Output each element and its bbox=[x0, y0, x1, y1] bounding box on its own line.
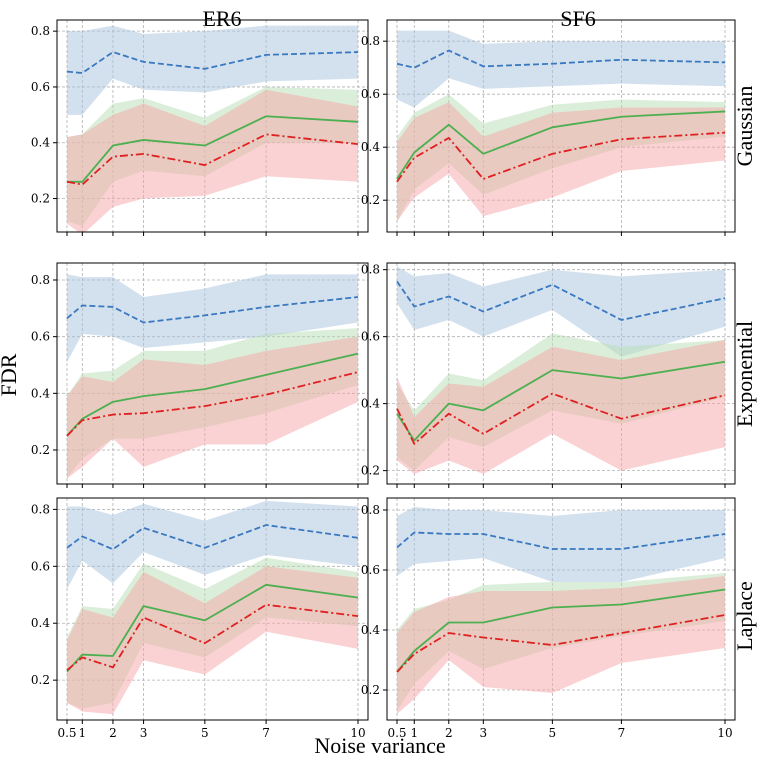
y-tick-label: 0.4 bbox=[31, 136, 50, 150]
line-blue bbox=[396, 49, 726, 69]
x-tick-label: 5 bbox=[201, 726, 209, 740]
y-tick-label: 0.2 bbox=[361, 193, 380, 207]
y-tick-label: 0.4 bbox=[361, 623, 380, 637]
band-blue bbox=[67, 274, 358, 363]
plot-area-er6-gaussian bbox=[66, 25, 359, 232]
panels: 0.20.40.60.80.20.40.60.80.20.40.60.80.20… bbox=[31, 19, 736, 740]
plot-area-er6-exponential bbox=[66, 274, 359, 479]
y-tick-label: 0.8 bbox=[31, 273, 50, 287]
band-blue bbox=[67, 25, 358, 115]
y-tick-label: 0.6 bbox=[361, 330, 380, 344]
y-tick-label: 0.8 bbox=[31, 502, 50, 516]
band-blue bbox=[397, 30, 725, 108]
y-tick-label: 0.6 bbox=[361, 87, 380, 101]
x-tick-label: 5 bbox=[549, 726, 557, 740]
line-red bbox=[396, 392, 726, 445]
row-title-laplace: Laplace bbox=[732, 581, 757, 651]
line-green bbox=[66, 352, 359, 437]
x-tick-label: 7 bbox=[262, 726, 270, 740]
y-tick-label: 0.4 bbox=[361, 140, 380, 154]
band-red bbox=[67, 89, 358, 232]
band-red bbox=[67, 336, 358, 479]
y-axis-label: FDR bbox=[0, 353, 21, 396]
y-tick-label: 0.4 bbox=[361, 397, 380, 411]
line-red bbox=[396, 131, 726, 183]
line-red bbox=[66, 133, 359, 186]
row-title-gaussian: Gaussian bbox=[732, 86, 757, 167]
panel-sf6-laplace: 0.2 0.4 0.6 0.8 0.5 1 2 3 5 7 10 bbox=[361, 497, 736, 740]
x-tick-label: 2 bbox=[445, 726, 453, 740]
y-tick-label: 0.6 bbox=[31, 559, 50, 573]
x-axis-label: Noise variance bbox=[314, 733, 445, 758]
axes-frame bbox=[56, 497, 369, 721]
axes-frame bbox=[386, 19, 736, 233]
y-tick-label: 0.2 bbox=[31, 192, 50, 206]
y-tick-label: 0.4 bbox=[31, 616, 50, 630]
x-tick-label: 2 bbox=[109, 726, 117, 740]
line-green bbox=[66, 583, 359, 673]
band-blue bbox=[397, 507, 725, 582]
x-tick-label: 0.5 bbox=[57, 726, 76, 740]
plot-area-er6-laplace bbox=[66, 500, 359, 715]
axes-frame bbox=[386, 262, 736, 485]
line-blue bbox=[396, 280, 726, 321]
axes-frame bbox=[386, 497, 736, 721]
x-tick-label: 7 bbox=[618, 726, 626, 740]
y-tick-label: 0.2 bbox=[361, 683, 380, 697]
col-title-sf6: SF6 bbox=[560, 6, 595, 31]
panel-er6-gaussian: 0.2 0.4 0.6 0.8 bbox=[31, 19, 369, 236]
x-tick-label: 3 bbox=[479, 726, 487, 740]
band-blue bbox=[397, 266, 725, 357]
x-tick-label: 1 bbox=[78, 726, 86, 740]
panel-sf6-exponential: 0.2 0.4 0.6 0.8 bbox=[361, 262, 736, 488]
band-red bbox=[67, 566, 358, 715]
line-green bbox=[67, 115, 359, 183]
panel-sf6-gaussian: 0.2 0.4 0.6 0.8 bbox=[361, 19, 736, 236]
line-green bbox=[396, 360, 726, 442]
band-red bbox=[397, 340, 725, 474]
y-tick-label: 0.8 bbox=[361, 34, 380, 48]
band-red bbox=[397, 102, 725, 222]
line-blue bbox=[66, 51, 359, 74]
line-blue bbox=[396, 531, 726, 550]
axes-frame bbox=[56, 19, 369, 233]
plot-area-sf6-laplace bbox=[396, 507, 726, 714]
x-tick-label: 0.5 bbox=[387, 726, 406, 740]
y-tick-label: 0.8 bbox=[31, 24, 50, 38]
x-tick-label: 10 bbox=[350, 726, 365, 740]
panel-er6-laplace: 0.2 0.4 0.6 0.8 0.5 1 2 3 5 7 10 bbox=[31, 497, 369, 740]
x-tick-label: 10 bbox=[717, 726, 732, 740]
line-blue bbox=[66, 524, 359, 551]
axes-frame bbox=[56, 262, 369, 485]
plot-area-sf6-exponential bbox=[396, 266, 726, 474]
x-tick-label: 3 bbox=[140, 726, 148, 740]
y-tick-label: 0.8 bbox=[361, 503, 380, 517]
y-tick-label: 0.2 bbox=[31, 443, 50, 457]
line-red bbox=[66, 371, 359, 437]
y-tick-label: 0.6 bbox=[361, 563, 380, 577]
y-tick-label: 0.4 bbox=[31, 386, 50, 400]
y-tick-label: 0.2 bbox=[361, 464, 380, 478]
band-red bbox=[397, 576, 725, 714]
panel-er6-exponential: 0.2 0.4 0.6 0.8 bbox=[31, 262, 369, 488]
plot-area-sf6-gaussian bbox=[396, 30, 726, 222]
y-tick-label: 0.2 bbox=[31, 673, 50, 687]
y-tick-label: 0.6 bbox=[31, 330, 50, 344]
line-red bbox=[396, 614, 726, 673]
line-green bbox=[396, 110, 726, 180]
y-tick-label: 0.6 bbox=[31, 80, 50, 94]
line-blue bbox=[66, 296, 359, 324]
y-tick-label: 0.8 bbox=[361, 263, 380, 277]
row-title-exponential: Exponential bbox=[732, 321, 757, 427]
line-green bbox=[396, 588, 726, 673]
line-red bbox=[66, 603, 359, 671]
x-tick-label: 1 bbox=[410, 726, 418, 740]
col-title-er6: ER6 bbox=[202, 6, 241, 31]
